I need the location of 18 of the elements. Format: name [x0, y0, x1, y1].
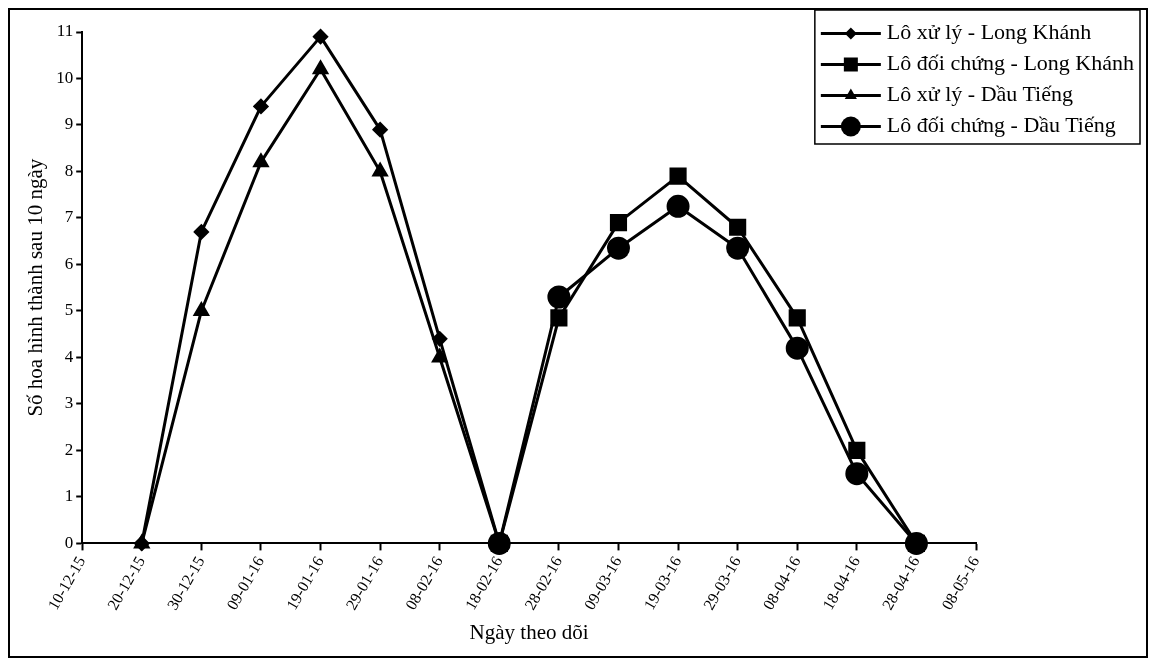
- legend-label: Lô đối chứng - Long Khánh: [886, 50, 1134, 76]
- legend-label: Lô xử lý - Long Khánh: [886, 19, 1092, 45]
- y-tick-label: 11: [56, 21, 74, 41]
- y-tick-label: 10: [56, 67, 74, 87]
- y-tick-label: 4: [64, 346, 74, 366]
- y-tick-label: 3: [64, 393, 74, 413]
- y-tick-label: 1: [64, 486, 74, 506]
- y-tick-label: 5: [64, 300, 74, 320]
- y-tick-label: 2: [64, 439, 74, 459]
- y-tick-label: 9: [64, 114, 74, 134]
- legend-label: Lô xử lý - Dầu Tiếng: [886, 81, 1073, 107]
- y-tick-label: 6: [64, 253, 74, 273]
- y-axis-title: Số hoa hình thành sau 10 ngày: [23, 158, 48, 417]
- y-tick-label: 7: [64, 207, 74, 227]
- y-tick-label: 8: [64, 160, 74, 180]
- y-tick-label: 0: [64, 532, 74, 552]
- legend-label: Lô đối chứng - Dầu Tiếng: [886, 112, 1116, 138]
- x-axis-title: Ngày theo dõi: [469, 619, 589, 644]
